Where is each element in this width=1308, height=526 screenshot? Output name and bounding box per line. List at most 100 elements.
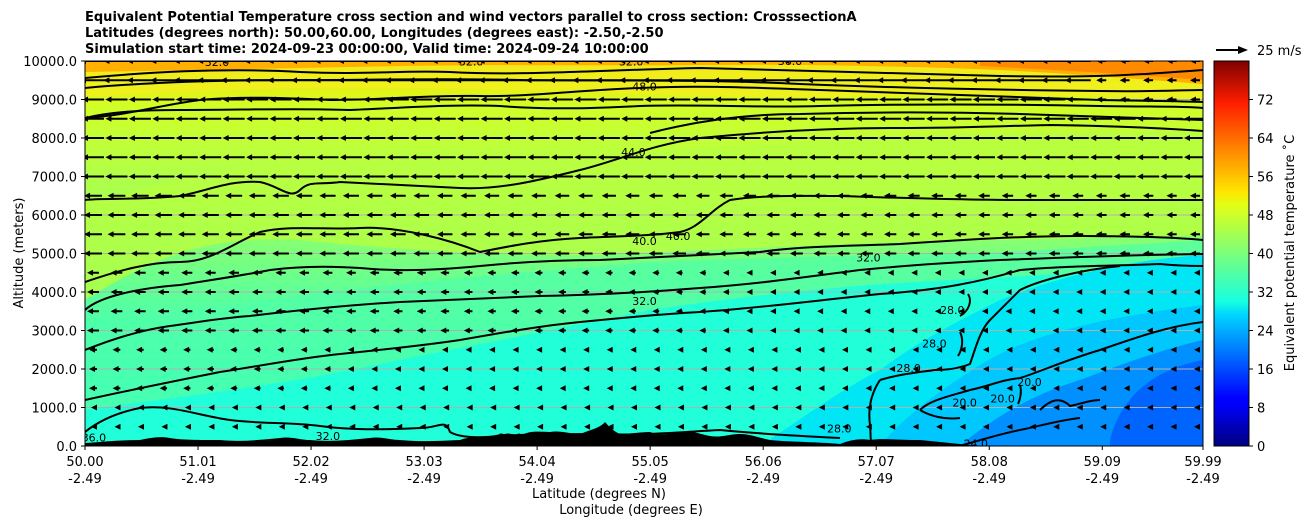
wind-vector-head (912, 346, 919, 353)
x-tick-label-longitude: -2.49 (68, 472, 102, 487)
wind-vector-head (785, 154, 792, 161)
wind-vector-head (689, 61, 696, 64)
wind-vector-head (372, 404, 379, 411)
contour-line (85, 194, 1203, 283)
wind-vector-head (363, 135, 370, 141)
wind-vector-head (840, 308, 847, 315)
wind-vector-head (534, 308, 541, 315)
wind-vector-head (1001, 212, 1008, 218)
wind-vector-head (578, 250, 585, 257)
wind-vector-head (959, 385, 966, 392)
x-tick-label-longitude: -2.49 (294, 472, 328, 487)
wind-vector-head (419, 404, 426, 411)
y-tick-label: 0.0 (56, 440, 77, 455)
wind-vector-head (150, 77, 157, 84)
wind-vector-head (911, 269, 918, 276)
wind-vector-head (299, 289, 306, 295)
y-axis: 0.0 1000.0 2000.0 3000.0 4000.0 5000.0 6000.0 7… (23, 55, 85, 455)
wind-vector-head (761, 115, 768, 122)
wind-vector-head (958, 327, 965, 334)
wind-vector-head (231, 423, 238, 430)
wind-vector-head (455, 61, 462, 64)
wind-vector-head (1194, 423, 1200, 430)
wind-vector-head (936, 346, 943, 353)
wind-vector-head (1017, 61, 1024, 64)
wind-vector-head (1019, 154, 1026, 161)
contour-line (959, 293, 971, 317)
wind-vector-head (817, 308, 824, 315)
wind-vector-head (865, 404, 872, 411)
wind-vector-head (795, 404, 802, 411)
contour-line (85, 234, 1203, 311)
wind-vector-head (889, 423, 896, 430)
wind-vector-head (110, 327, 117, 334)
wind-vector-head (105, 115, 112, 122)
wind-vector-head (372, 423, 379, 430)
wind-vector-head (911, 308, 918, 315)
wind-vector-head (300, 346, 307, 353)
wind-vector-head (272, 192, 279, 199)
wind-vector-head (794, 346, 801, 353)
wind-vector-head (433, 135, 440, 141)
wind-vector-head (644, 96, 651, 103)
wind-vector-head (1064, 61, 1071, 64)
wind-vector-head (161, 404, 168, 411)
wind-vector-head (817, 289, 824, 295)
y-tick-label: 4000.0 (32, 286, 78, 301)
wind-vector-head (719, 231, 726, 238)
wind-vector-head (628, 289, 635, 295)
wind-vector-head (181, 269, 188, 276)
wind-vector-head (1166, 250, 1173, 257)
wind-vector-head (742, 212, 749, 218)
colorbar-tick-label: 40 (1257, 248, 1274, 263)
wind-vector-head (795, 423, 802, 430)
wind-vector-head (559, 385, 566, 392)
wind-vector-head (480, 135, 487, 141)
wind-vector-head (433, 173, 440, 180)
wind-vector-head (487, 289, 494, 295)
wind-vector-head (982, 346, 989, 353)
wind-vector-head (173, 61, 180, 64)
wind-vector-head (902, 115, 909, 122)
wind-vector-head (1066, 115, 1073, 122)
wind-vector-head (295, 212, 302, 218)
wind-vector-head (1170, 269, 1177, 276)
wind-vector-head (347, 366, 354, 372)
wind-vector-head (559, 366, 566, 372)
wind-vector-head (837, 192, 844, 199)
wind-vector-head (842, 404, 849, 411)
wind-vector-head (114, 404, 121, 411)
wind-vector-head (789, 212, 796, 218)
wind-vector-head (926, 173, 933, 180)
wind-vector-head (959, 404, 966, 411)
wind-vector-head (934, 289, 941, 295)
wind-vector-head (832, 96, 839, 103)
wind-vector-head (433, 115, 440, 122)
wind-vector-head (1029, 289, 1036, 295)
wind-vector-head (1099, 269, 1106, 276)
wind-vector-head (652, 269, 659, 276)
wind-vector-head (89, 366, 96, 372)
wind-vector-head (460, 231, 467, 238)
wind-vector-head (443, 423, 450, 430)
wind-vector-head (926, 115, 933, 122)
wind-vector-head (652, 289, 659, 295)
wind-vector-head (510, 269, 517, 276)
wind-vector-head (175, 154, 182, 161)
wind-vector-head (159, 346, 166, 353)
wind-vector-head (818, 346, 825, 353)
wind-vector-head (85, 135, 88, 141)
wind-vector-head (363, 154, 370, 161)
wind-vector-head (510, 308, 517, 315)
wind-vector-head (410, 96, 417, 103)
wind-vector-head (771, 404, 778, 411)
wind-vector-head (715, 173, 722, 180)
wind-vector-head (178, 192, 185, 199)
wind-vector-head (1119, 250, 1126, 257)
wind-vector-head (860, 250, 867, 257)
wind-vector-head (455, 77, 462, 84)
wind-vector-head (137, 404, 144, 411)
wind-vector-head (722, 289, 729, 295)
contour-line (85, 123, 1203, 201)
wind-vector-head (1190, 96, 1196, 103)
